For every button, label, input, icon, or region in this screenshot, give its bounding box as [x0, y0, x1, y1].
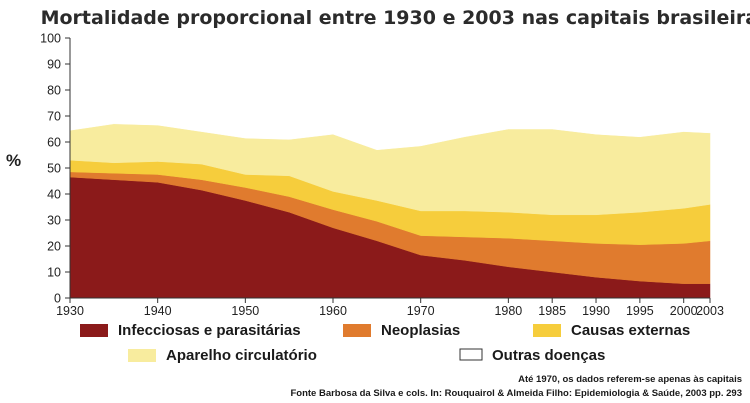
y-tick-label: 20 — [47, 240, 61, 254]
legend-swatch-infecciosas-e-parasitarias — [80, 324, 108, 337]
x-tick-label: 1950 — [231, 304, 259, 318]
x-tick-label: 1930 — [56, 304, 84, 318]
legend-swatch-neoplasias — [343, 324, 371, 337]
legend-swatch-causas-externas — [533, 324, 561, 337]
y-tick-label: 10 — [47, 266, 61, 280]
legend: Infecciosas e parasitárias Neoplasias Caus… — [80, 322, 690, 364]
legend-label-aparelho-circulatorio: Aparelho circulatório — [166, 347, 317, 364]
x-tick-label: 1985 — [538, 304, 566, 318]
axes: 0 10 20 30 40 50 60 70 80 90 100 1930 1940 1950 1960 19… — [40, 32, 724, 319]
x-tick-label: 2000 — [670, 304, 698, 318]
y-axis-label: % — [6, 151, 21, 170]
y-tick-label: 70 — [47, 110, 61, 124]
legend-label-outras-doencas: Outras doenças — [492, 347, 605, 364]
x-tick-label: 1980 — [494, 304, 522, 318]
x-tick-label: 1995 — [626, 304, 654, 318]
chart-title: Mortalidade proporcional entre 1930 e 20… — [41, 7, 750, 29]
y-tick-label: 100 — [40, 32, 61, 46]
y-tick-label: 30 — [47, 214, 61, 228]
x-tick-label: 1940 — [144, 304, 172, 318]
y-tick-label: 40 — [47, 188, 61, 202]
legend-swatch-outras-doencas — [459, 348, 483, 361]
area-outras-doencas — [69, 37, 711, 151]
legend-swatch-aparelho-circulatorio — [128, 349, 156, 362]
y-tick-label: 90 — [47, 58, 61, 72]
y-tick-label: 50 — [47, 162, 61, 176]
x-tick-label: 1990 — [582, 304, 610, 318]
y-tick-label: 0 — [54, 292, 61, 306]
legend-label-neoplasias: Neoplasias — [381, 322, 460, 339]
chart-note: Até 1970, os dados referem-se apenas às … — [518, 374, 742, 385]
x-tick-label: 1970 — [407, 304, 435, 318]
x-tick-label: 1960 — [319, 304, 347, 318]
chart-source: Fonte Barbosa da Silva e cols. In: Rouqu… — [290, 388, 742, 399]
legend-label-causas-externas: Causas externas — [571, 322, 690, 339]
x-tick-label: 2003 — [696, 304, 724, 318]
legend-label-infecciosas-e-parasitarias: Infecciosas e parasitárias — [118, 322, 301, 339]
area-layers — [69, 37, 711, 299]
y-tick-label: 80 — [47, 84, 61, 98]
y-tick-label: 60 — [47, 136, 61, 150]
